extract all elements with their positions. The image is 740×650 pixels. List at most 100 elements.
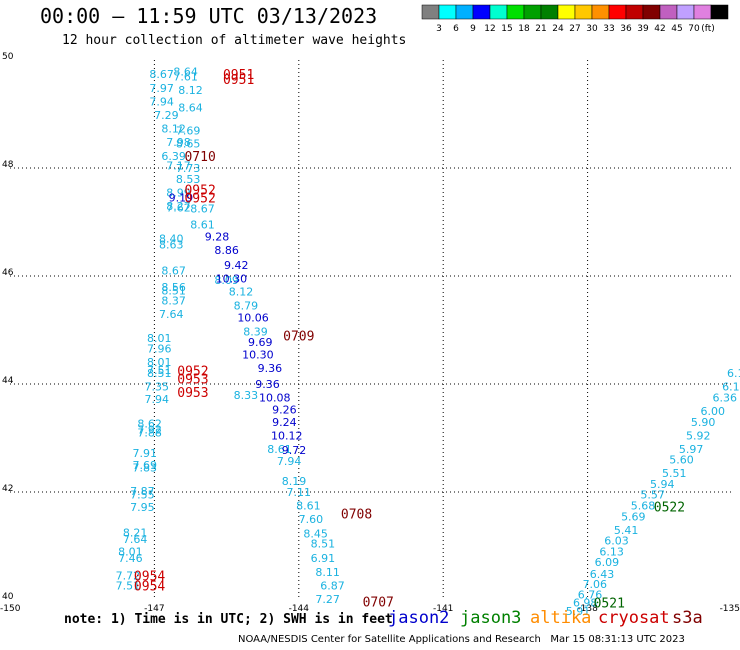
wave-height-value: 8.12 xyxy=(178,84,203,97)
wave-height-value: 5.69 xyxy=(621,510,646,523)
legend-label: 18 xyxy=(518,24,530,34)
wave-height-value: 10.06 xyxy=(237,312,269,325)
wave-height-value: 9.72 xyxy=(282,444,307,457)
wave-height-value: 9.36 xyxy=(255,378,280,391)
wave-height-value: 8.67 xyxy=(161,265,186,278)
pass-time-label: 0951 xyxy=(223,68,254,83)
y-tick-label: 50 xyxy=(2,52,14,62)
x-tick-label: -150 xyxy=(0,604,21,614)
wave-height-value: 9.42 xyxy=(224,259,249,272)
wave-height-value: 7.69 xyxy=(133,459,158,472)
wave-height-value: 6.09 xyxy=(595,556,620,569)
pass-time-label: 0521 xyxy=(594,597,625,612)
wave-height-value: 8.64 xyxy=(178,102,203,115)
wave-height-value: 5.92 xyxy=(686,429,711,442)
wave-height-value: 7.83 xyxy=(133,462,158,475)
wave-height-value: 7.27 xyxy=(315,593,340,606)
legend-label: 33 xyxy=(603,24,614,34)
wave-height-value: 5.51 xyxy=(662,467,687,480)
legend-label: 30 xyxy=(586,24,598,34)
wave-height-value: 7.87 xyxy=(130,485,155,498)
wave-height-value: 8.40 xyxy=(159,233,184,246)
y-tick-label: 40 xyxy=(2,592,14,602)
wave-height-value: 6.14 xyxy=(727,367,740,380)
pass-time-label: 0951 xyxy=(223,73,254,88)
wave-height-value: 7.69 xyxy=(176,125,201,138)
wave-height-value: 7.94 xyxy=(277,455,302,468)
wave-height-value: 7.64 xyxy=(123,533,148,546)
legend-label: 3 xyxy=(436,24,442,34)
legend-s3a: s3a xyxy=(672,608,703,628)
wave-height-value: 6.39 xyxy=(161,150,186,163)
legend-label: 15 xyxy=(501,24,512,34)
wave-height-value: 9.69 xyxy=(248,336,273,349)
legend-unit: (ft) xyxy=(701,24,715,34)
wave-height-value: 7.73 xyxy=(176,162,201,175)
x-tick-label: -147 xyxy=(144,604,164,614)
wave-height-value: 8.27 xyxy=(166,200,191,213)
x-tick-label: -135 xyxy=(720,604,740,614)
pass-time-label: 0952 xyxy=(177,365,208,380)
wave-height-value: 9.28 xyxy=(205,231,230,244)
wave-height-value: 9.36 xyxy=(258,362,283,375)
wave-height-value: 10.30 xyxy=(242,348,274,361)
wave-height-value: 8.61 xyxy=(190,219,215,232)
wave-height-value: 5.41 xyxy=(614,524,639,537)
wave-height-value: 8.67 xyxy=(190,203,215,216)
wave-height-value: 6.03 xyxy=(604,535,629,548)
wave-height-value: 5.68 xyxy=(631,500,656,513)
wave-height-value: 8.86 xyxy=(214,244,239,257)
wave-height-value: 8.99 xyxy=(166,186,191,199)
wave-height-value: 7.98 xyxy=(166,136,191,149)
wave-height-value: 6.36 xyxy=(713,392,738,405)
wave-height-value: 7.61 xyxy=(173,71,198,84)
y-tick-label: 48 xyxy=(2,160,14,170)
pass-time-label: 0952 xyxy=(184,184,215,199)
note-text: note: 1) Time is in UTC; 2) SWH is in fe… xyxy=(64,612,393,627)
wave-height-value: 8.65 xyxy=(176,138,201,151)
pass-time-label: 0708 xyxy=(341,508,372,523)
wave-height-value: 7.95 xyxy=(130,501,155,514)
pass-time-label: 0953 xyxy=(177,373,208,388)
wave-height-value: 9.19 xyxy=(169,192,194,205)
pass-time-label: 0710 xyxy=(184,150,215,165)
wave-height-value: 7.51 xyxy=(147,364,172,377)
legend-altika: altika xyxy=(530,608,592,628)
legend-label: 27 xyxy=(569,24,580,34)
wave-height-value: 9.24 xyxy=(272,416,297,429)
footer-credit: NOAA/NESDIS Center for Satellite Applica… xyxy=(238,634,685,645)
wave-height-value: 7.55 xyxy=(130,489,155,502)
wave-height-value: 7.94 xyxy=(149,96,174,109)
wave-height-value: 6.43 xyxy=(590,568,615,581)
legend-swatch xyxy=(710,4,729,20)
legend-label: 70 xyxy=(688,24,700,34)
wave-height-value: 7.91 xyxy=(133,447,158,460)
legend-label: 42 xyxy=(654,24,665,34)
wave-height-value: 7.62 xyxy=(166,201,191,214)
wave-height-value: 8.61 xyxy=(296,500,321,513)
pass-time-label: 0952 xyxy=(184,192,215,207)
wave-height-value: 8.62 xyxy=(137,417,162,430)
wave-height-value: 7.35 xyxy=(145,381,170,394)
wave-height-value: 7.88 xyxy=(137,427,162,440)
wave-height-value: 5.57 xyxy=(640,489,665,502)
legend-jason3: jason3 xyxy=(460,608,522,628)
wave-height-value: 5.97 xyxy=(679,443,704,456)
wave-height-value: 7.92 xyxy=(137,423,162,436)
legend-label: 36 xyxy=(620,24,632,34)
y-tick-label: 44 xyxy=(2,376,14,386)
wave-height-value: 10.30 xyxy=(216,273,248,286)
wave-height-value: 7.96 xyxy=(147,342,172,355)
wave-height-value: 8.11 xyxy=(315,566,340,579)
wave-height-value: 6.13 xyxy=(599,545,624,558)
wave-height-value: 8.01 xyxy=(147,332,172,345)
wave-height-value: 8.51 xyxy=(311,537,336,550)
legend-label: 39 xyxy=(637,24,649,34)
wave-height-value: 6.98 xyxy=(573,597,598,610)
wave-height-value: 8.79 xyxy=(234,300,259,313)
wave-height-value: 8.12 xyxy=(161,123,186,136)
legend-label: 6 xyxy=(453,24,459,34)
legend-label: 9 xyxy=(470,24,476,34)
wave-height-value: 7.06 xyxy=(583,578,608,591)
